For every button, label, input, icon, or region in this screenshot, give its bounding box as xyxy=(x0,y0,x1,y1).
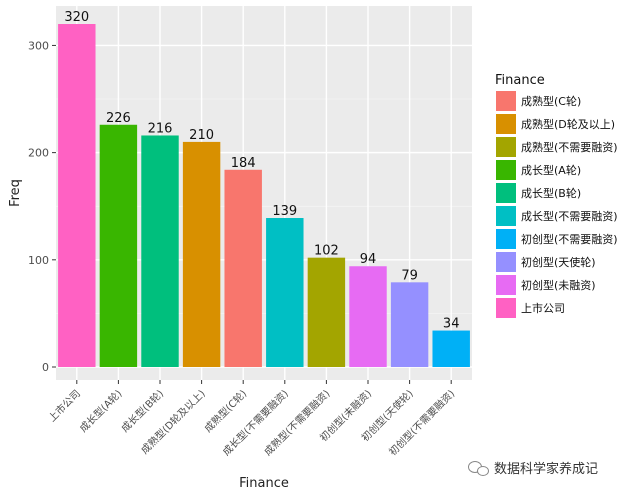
legend-label: 成熟型(不需要融资) xyxy=(521,140,618,154)
legend-swatch xyxy=(496,114,516,134)
bar xyxy=(390,282,429,367)
data-label: 216 xyxy=(148,121,173,136)
watermark: 数据科学家养成记 xyxy=(468,458,598,477)
legend-swatch xyxy=(496,183,516,203)
y-axis-title: Freq xyxy=(8,179,23,207)
legend-label: 成熟型(D轮及以上) xyxy=(521,117,615,131)
bar xyxy=(266,218,304,367)
bar xyxy=(141,135,179,367)
data-label: 184 xyxy=(231,156,256,171)
legend-swatch xyxy=(496,160,516,180)
data-label: 79 xyxy=(401,268,418,283)
y-tick-label: 100 xyxy=(28,254,49,267)
legend-swatch xyxy=(496,275,516,295)
legend-label: 初创型(不需要融资) xyxy=(521,232,618,246)
x-axis-ticks: 上市公司成长型(A轮)成长型(B轮)成熟型(D轮及以上)成熟型(C轮)成长型(不… xyxy=(45,380,457,458)
bar xyxy=(182,141,221,367)
data-label: 320 xyxy=(64,10,89,25)
legend-label: 初创型(未融资) xyxy=(521,278,596,292)
data-labels: 320 226 216 210 184 139 102 94 79 34 xyxy=(64,10,459,332)
data-label: 102 xyxy=(314,244,339,259)
legend-label: 初创型(天使轮) xyxy=(521,255,596,269)
x-tick-label: 成熟型(C轮) xyxy=(201,387,249,435)
bar xyxy=(307,257,346,367)
bars xyxy=(58,24,470,367)
legend-swatch xyxy=(496,137,516,157)
legend-swatch xyxy=(496,252,516,272)
data-label: 34 xyxy=(443,317,460,332)
legend-title: Finance xyxy=(495,73,545,88)
y-axis-ticks: 0 100 200 300 xyxy=(28,39,56,374)
x-tick-label: 上市公司 xyxy=(45,387,82,424)
x-axis-title: Finance xyxy=(239,476,289,491)
bar xyxy=(349,266,387,367)
legend-label: 成长型(不需要融资) xyxy=(521,209,618,223)
legend-label: 成长型(A轮) xyxy=(521,163,581,177)
x-tick-label: 初创型(不需要融资) xyxy=(386,387,457,458)
bar xyxy=(99,124,138,367)
data-label: 94 xyxy=(360,252,377,267)
y-tick-label: 200 xyxy=(28,147,49,160)
bar xyxy=(432,330,470,367)
bar xyxy=(224,169,262,367)
x-tick-label: 成长型(A轮) xyxy=(77,387,125,435)
legend-swatch xyxy=(496,91,516,111)
legend-swatch xyxy=(496,229,516,249)
y-tick-label: 300 xyxy=(28,39,49,52)
bar xyxy=(58,24,96,367)
x-tick-label: 成熟型(不需要融资) xyxy=(261,387,332,458)
wechat-icon xyxy=(468,460,490,476)
x-tick-label: 成长型(B轮) xyxy=(118,387,166,435)
watermark-text: 数据科学家养成记 xyxy=(494,462,599,477)
legend: Finance 成熟型(C轮) 成熟型(D轮及以上) 成熟型(不需要融资) 成长型(A… xyxy=(495,73,618,318)
y-tick-label: 0 xyxy=(42,361,49,374)
legend-swatch xyxy=(496,206,516,226)
legend-label: 成长型(B轮) xyxy=(521,186,581,200)
legend-label: 上市公司 xyxy=(521,301,565,315)
legend-swatch xyxy=(496,298,516,318)
data-label: 226 xyxy=(106,111,131,126)
legend-label: 成熟型(C轮) xyxy=(521,94,581,108)
data-label: 139 xyxy=(272,204,297,219)
data-label: 210 xyxy=(189,128,214,143)
